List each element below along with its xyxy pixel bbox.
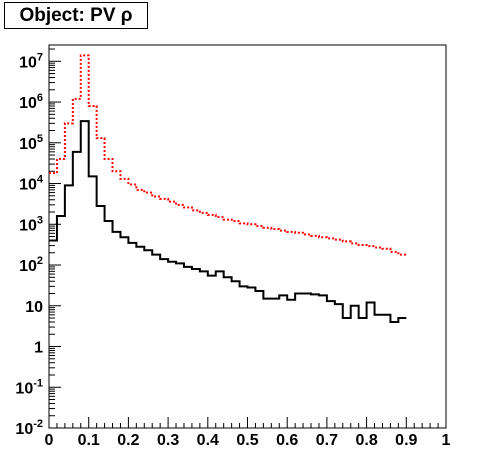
x-tick-label: 0.6: [276, 432, 298, 449]
x-tick-label: 0: [45, 432, 54, 449]
y-tick-label: 103: [19, 214, 43, 234]
histogram-series-2: [49, 120, 407, 323]
y-tick-label: 10-1: [15, 377, 43, 397]
y-tick-label: 106: [19, 92, 43, 112]
x-tick-label: 0.8: [355, 432, 377, 449]
x-tick-label: 0.5: [236, 432, 258, 449]
chart-title: Object: PV ρ: [4, 2, 148, 29]
y-tick-label: 10-2: [15, 418, 43, 438]
y-tick-label: 104: [19, 174, 44, 194]
y-tick-label: 1: [34, 340, 43, 357]
x-tick-label: 0.2: [117, 432, 139, 449]
x-tick-label: 1: [442, 432, 451, 449]
y-tick-label: 105: [19, 133, 43, 153]
axis-layer: 0 0.1 0.2 0.3 0.4 0.5 0.6 0.7 0.8 0.9 1 10-2 10-1 1 10…: [15, 48, 451, 449]
histogram-series-1: [49, 54, 407, 256]
plot-frame: [48, 44, 447, 429]
x-tick-label: 0.1: [78, 432, 100, 449]
x-tick-label: 0.4: [197, 432, 219, 449]
x-tick-label: 0.7: [316, 432, 338, 449]
y-tick-label: 10: [25, 299, 43, 316]
x-tick-label: 0.3: [157, 432, 179, 449]
x-tick-label: 0.9: [395, 432, 417, 449]
y-tick-label: 102: [19, 255, 43, 275]
series-layer: [49, 54, 407, 323]
y-tick-label: 107: [19, 51, 43, 71]
